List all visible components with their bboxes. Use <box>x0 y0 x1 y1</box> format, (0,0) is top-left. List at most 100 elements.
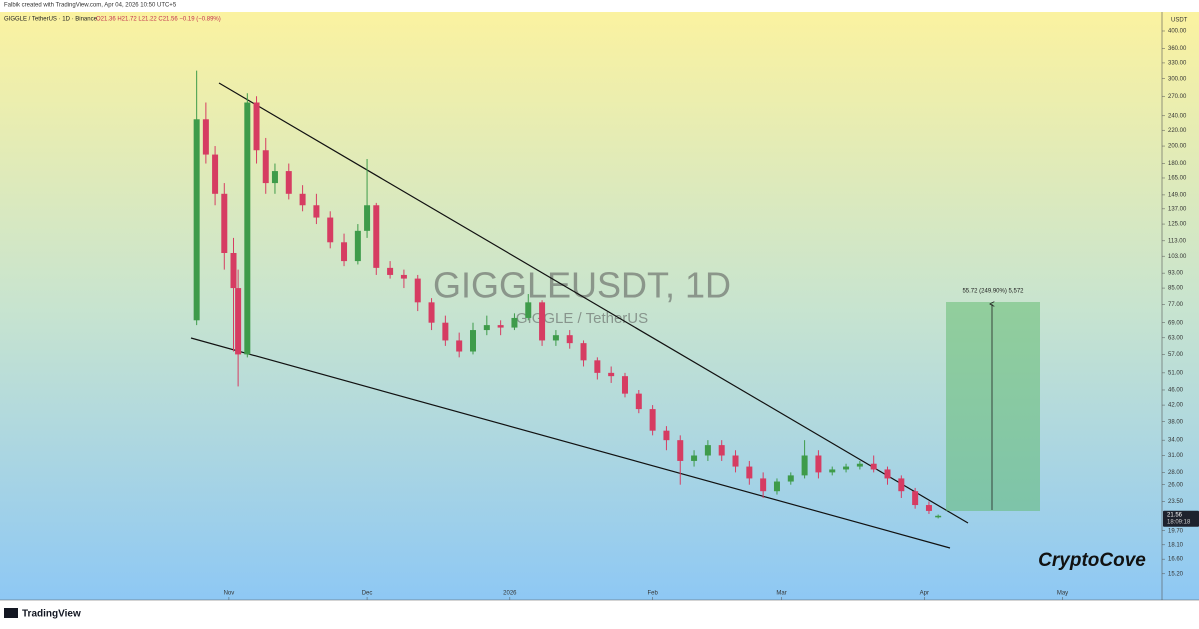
target-box <box>946 302 1040 511</box>
candle-body <box>313 205 320 218</box>
candle-body <box>387 267 394 275</box>
y-tick-label: 42.00 <box>1168 403 1184 409</box>
y-tick-label: 28.00 <box>1168 470 1184 476</box>
x-tick-label: 2026 <box>503 591 517 597</box>
y-tick-label: 137.00 <box>1168 206 1187 212</box>
candle-body <box>327 217 334 243</box>
y-tick-label: 149.00 <box>1168 192 1187 198</box>
candle-body <box>856 463 863 467</box>
y-tick-label: 15.20 <box>1168 571 1184 577</box>
y-tick-label: 125.00 <box>1168 222 1187 228</box>
candle-body <box>829 469 836 473</box>
candle-body <box>925 505 932 511</box>
candle-body <box>285 171 292 194</box>
wedge-lower <box>190 337 951 549</box>
y-tick-label: 26.00 <box>1168 482 1184 488</box>
y-tick-label: 31.00 <box>1168 453 1184 459</box>
candle-body <box>870 463 877 470</box>
candle-body <box>898 478 905 492</box>
candle-body <box>511 317 518 328</box>
y-tick-label: 200.00 <box>1168 144 1187 150</box>
last-price: 21.56 <box>1167 512 1183 518</box>
candle-body <box>746 466 753 479</box>
annotation: 55.72 (249.90%) 5,572 <box>962 289 1024 295</box>
last-price-tag <box>1163 510 1199 527</box>
candle-body <box>483 325 490 331</box>
y-tick-label: 360.00 <box>1168 46 1187 52</box>
y-tick-label: 63.00 <box>1168 335 1184 341</box>
y-tick-label: 220.00 <box>1168 128 1187 134</box>
candle-body <box>212 154 219 194</box>
ohlc: O21.36 H21.72 L21.22 C21.56 −0.19 (−0.89… <box>96 17 221 23</box>
y-tick-label: 300.00 <box>1168 76 1187 82</box>
y-tick-label: 93.00 <box>1168 271 1184 277</box>
candle-body <box>497 325 504 328</box>
candle-body <box>912 491 919 506</box>
top-bar <box>0 0 1199 12</box>
currency: USDT <box>1171 18 1188 24</box>
candle-body <box>704 445 711 456</box>
y-tick-label: 69.00 <box>1168 320 1184 326</box>
candle-body <box>442 322 449 341</box>
y-tick-label: 23.50 <box>1168 499 1184 505</box>
candle-body <box>271 171 278 184</box>
countdown: 18:09:18 <box>1167 519 1191 525</box>
credit: Falbik created with TradingView.com, Apr… <box>4 3 177 9</box>
candle-body <box>594 360 601 373</box>
y-tick-label: 38.00 <box>1168 419 1184 425</box>
candle-body <box>663 430 670 441</box>
x-tick-label: Feb <box>647 591 658 597</box>
candle-body <box>525 302 532 318</box>
y-tick-label: 46.00 <box>1168 388 1184 394</box>
x-tick-label: May <box>1057 591 1068 597</box>
y-tick-label: 400.00 <box>1168 29 1187 35</box>
y-tick-label: 18.10 <box>1168 542 1184 548</box>
candle-body <box>400 274 407 279</box>
x-tick-label: Nov <box>224 591 235 597</box>
x-tick-label: Apr <box>920 591 929 597</box>
candle-body <box>414 278 421 303</box>
candle-body <box>244 102 251 355</box>
candle-body <box>221 193 228 254</box>
wedge-upper <box>218 82 969 524</box>
candle-body <box>801 455 808 476</box>
y-tick-label: 77.00 <box>1168 302 1184 308</box>
candle-body <box>718 445 725 456</box>
candle-body <box>884 469 891 479</box>
candle-body <box>299 193 306 206</box>
candle-body <box>635 393 642 410</box>
candle-body <box>235 288 242 355</box>
y-tick-label: 330.00 <box>1168 61 1187 67</box>
candle-body <box>539 302 546 341</box>
y-tick-label: 103.00 <box>1168 254 1187 260</box>
y-tick-label: 85.00 <box>1168 286 1184 292</box>
candle-body <box>649 409 656 431</box>
watermark-sub: GIGGLE / TetherUS <box>516 310 648 327</box>
candle-body <box>691 455 698 461</box>
candle-body <box>677 440 684 461</box>
y-tick-label: 16.60 <box>1168 557 1184 563</box>
symbol: GIGGLE / TetherUS · 1D · Binance <box>4 17 98 23</box>
y-tick-label: 51.00 <box>1168 370 1184 376</box>
candle-body <box>354 230 361 262</box>
candle-body <box>608 372 615 377</box>
y-tick-label: 57.00 <box>1168 352 1184 358</box>
candle-body <box>552 335 559 341</box>
candle-body <box>580 343 587 361</box>
y-tick-label: 165.00 <box>1168 176 1187 182</box>
candle-body <box>787 475 794 482</box>
candle-body <box>428 302 435 323</box>
y-tick-label: 180.00 <box>1168 161 1187 167</box>
signature: CryptoCove <box>1038 550 1146 571</box>
candle-body <box>843 466 850 470</box>
candle-body <box>815 455 822 473</box>
y-tick-label: 113.00 <box>1168 238 1187 244</box>
candle-body <box>566 335 573 344</box>
brand-logo <box>4 608 18 618</box>
x-tick-label: Mar <box>776 591 786 597</box>
candle-body <box>935 515 942 518</box>
y-tick-label: 240.00 <box>1168 113 1187 119</box>
candle-body <box>621 376 628 394</box>
candle-body <box>364 205 371 231</box>
